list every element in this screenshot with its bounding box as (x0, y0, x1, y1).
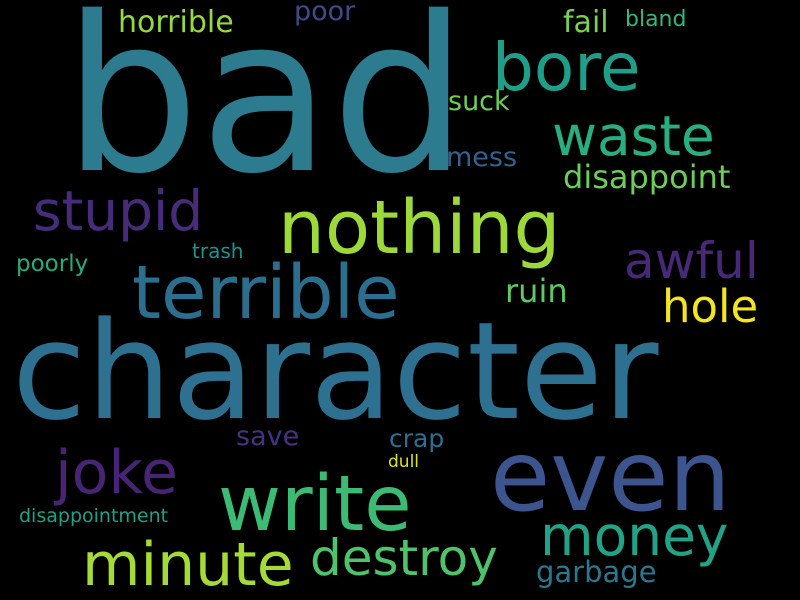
word-save: save (236, 421, 299, 452)
word-suck: suck (448, 86, 510, 117)
word-crap: crap (389, 424, 444, 453)
word-waste: waste (552, 104, 715, 168)
word-write: write (218, 460, 412, 549)
word-money: money (540, 504, 728, 568)
word-bore: bore (492, 29, 641, 106)
word-destroy: destroy (310, 529, 498, 587)
word-garbage: garbage (536, 555, 657, 589)
word-minute: minute (82, 530, 294, 600)
word-disappoint: disappoint (563, 158, 730, 196)
word-ruin: ruin (505, 272, 568, 310)
word-mess: mess (446, 142, 517, 173)
word-character: character (12, 293, 659, 450)
word-joke: joke (53, 438, 178, 508)
word-poorly: poorly (16, 251, 88, 277)
word-disappointment: disappointment (19, 505, 168, 527)
word-hole: hole (662, 280, 758, 333)
word-awful: awful (624, 232, 759, 290)
word-bland: bland (625, 7, 686, 32)
word-bad: bad (63, 0, 468, 221)
word-fail: fail (563, 5, 609, 40)
word-nothing: nothing (278, 185, 561, 271)
word-horrible: horrible (118, 5, 234, 40)
word-even: even (490, 420, 731, 534)
word-stupid: stupid (33, 179, 203, 243)
word-poor: poor (294, 0, 356, 27)
word-dull: dull (388, 452, 419, 472)
word-trash: trash (192, 239, 243, 263)
word-terrible: terrible (132, 250, 400, 336)
